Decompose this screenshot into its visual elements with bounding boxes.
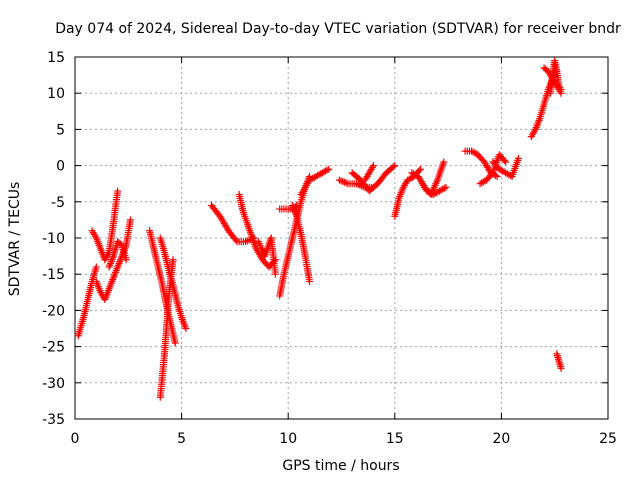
- chart-title: Day 074 of 2024, Sidereal Day-to-day VTE…: [55, 21, 621, 37]
- data-point: [557, 364, 565, 372]
- data-series-segment: [267, 234, 279, 278]
- data-series-segment: [276, 172, 314, 300]
- axis-ticks: 0 5 10 15 20 25 15 10 5 0 -5 -10 -15 -20 -25 -30 -35: [42, 50, 617, 447]
- data-series-segment: [88, 187, 122, 264]
- data-series-segment: [297, 165, 333, 199]
- data-series-segment: [546, 57, 565, 97]
- data-point: [122, 256, 130, 264]
- data-point: [337, 177, 345, 185]
- data-series-segment: [361, 162, 377, 184]
- data-point: [323, 166, 331, 174]
- data-point: [335, 176, 343, 184]
- data-point: [232, 236, 240, 244]
- data-points: [74, 57, 565, 401]
- data-point: [242, 238, 250, 246]
- data-point: [306, 277, 314, 285]
- data-point: [171, 339, 179, 347]
- data-point: [352, 180, 360, 188]
- data-point: [502, 158, 510, 166]
- x-tick-label: 20: [492, 431, 510, 447]
- data-point: [92, 263, 100, 271]
- data-point: [500, 157, 508, 165]
- y-tick-label: -25: [42, 340, 65, 356]
- y-tick-label: -35: [42, 412, 65, 428]
- y-tick-label: 5: [56, 122, 65, 138]
- data-point: [440, 158, 448, 166]
- data-point: [243, 237, 251, 245]
- grid-lines: [75, 57, 608, 419]
- data-point: [354, 180, 362, 188]
- y-tick-label: -5: [51, 195, 65, 211]
- data-point: [342, 179, 350, 187]
- data-series-segment: [235, 191, 279, 271]
- x-tick-label: 0: [71, 431, 80, 447]
- x-axis-label: GPS time / hours: [282, 458, 399, 474]
- data-series-segment: [207, 201, 258, 246]
- data-point: [479, 178, 487, 186]
- data-point: [391, 162, 399, 170]
- data-point: [440, 184, 448, 192]
- data-point: [442, 183, 450, 191]
- data-series-segment: [156, 234, 190, 332]
- y-tick-label: -15: [42, 267, 65, 283]
- y-tick-label: -30: [42, 376, 65, 392]
- y-axis-label: SDTVAR / TECUs: [7, 182, 23, 297]
- data-point: [471, 149, 479, 157]
- data-point: [415, 167, 423, 175]
- data-series-segment: [348, 162, 399, 195]
- data-series-segment: [391, 165, 424, 220]
- data-series-segment: [553, 350, 565, 372]
- data-series-segment: [489, 154, 522, 180]
- y-tick-label: 0: [56, 159, 65, 175]
- data-series-segment: [105, 238, 130, 271]
- data-point: [557, 86, 565, 94]
- data-point: [245, 236, 253, 244]
- data-point: [493, 172, 501, 180]
- data-point: [182, 325, 190, 332]
- data-series-segment: [74, 263, 100, 340]
- data-point: [369, 162, 377, 170]
- y-tick-label: -20: [42, 303, 65, 319]
- data-point: [126, 216, 134, 224]
- data-point: [514, 154, 522, 162]
- data-point: [339, 178, 347, 186]
- data-series-segment: [288, 201, 314, 285]
- data-point: [325, 165, 333, 173]
- y-tick-label: 10: [47, 86, 65, 102]
- data-point: [416, 165, 424, 173]
- data-point: [340, 178, 348, 186]
- x-tick-label: 15: [386, 431, 404, 447]
- data-series-segment: [416, 176, 450, 199]
- data-point: [114, 187, 122, 195]
- x-tick-label: 25: [599, 431, 617, 447]
- data-point: [389, 163, 397, 171]
- data-point: [169, 256, 177, 264]
- x-tick-label: 5: [177, 431, 186, 447]
- y-tick-label: 15: [47, 50, 65, 66]
- data-point: [271, 270, 279, 278]
- x-tick-label: 10: [279, 431, 297, 447]
- y-tick-label: -10: [42, 231, 65, 247]
